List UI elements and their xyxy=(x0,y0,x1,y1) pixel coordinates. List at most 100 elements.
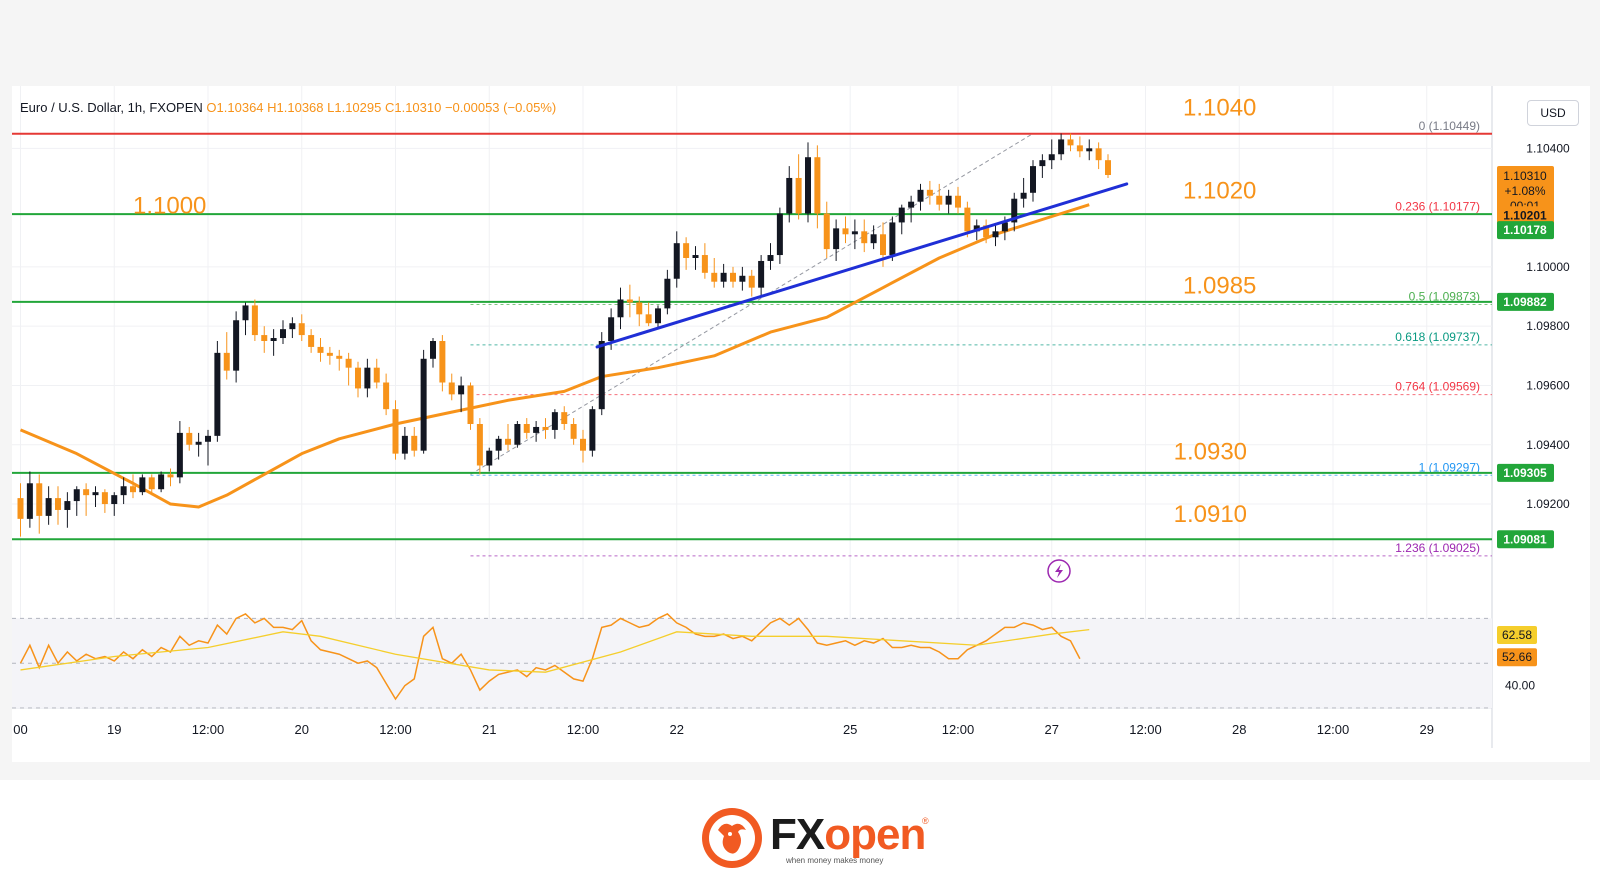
rsi-tag xyxy=(1497,648,1537,667)
time-axis-label: 12:00 xyxy=(942,722,975,737)
candle-body xyxy=(411,435,418,451)
candle-body xyxy=(636,302,643,315)
fib-level-label: 1 (1.09297) xyxy=(1419,460,1480,474)
candle-body xyxy=(1105,160,1111,175)
candle-body xyxy=(289,323,296,330)
trendline xyxy=(595,182,1129,349)
candle-body xyxy=(45,498,52,516)
candle-body xyxy=(83,489,90,496)
level-annotation: 1.0910 xyxy=(1174,501,1247,528)
candle-body xyxy=(1020,192,1027,199)
price-tag-label: 1.10178 xyxy=(1503,223,1547,237)
fib-level-label: 1.236 (1.09025) xyxy=(1395,541,1480,555)
candle-body xyxy=(251,305,258,336)
candle-body xyxy=(383,382,390,410)
candle-body xyxy=(683,243,690,258)
candle-body xyxy=(139,477,146,493)
rsi-tag-label: 62.58 xyxy=(1502,628,1532,642)
fib-level-label: 0.5 (1.09873) xyxy=(1409,290,1480,304)
current-price-label: 1.10310 xyxy=(1503,169,1547,183)
candle-body xyxy=(233,320,240,371)
candle-body xyxy=(983,225,990,238)
candle-body xyxy=(720,272,727,282)
candle-body xyxy=(955,195,961,208)
candle-body xyxy=(730,272,736,282)
logo-tagline: when money makes money xyxy=(786,856,884,865)
candle-body xyxy=(1076,145,1083,152)
candle-body xyxy=(917,189,924,202)
candle-body xyxy=(505,438,511,445)
candle-body xyxy=(176,432,183,478)
candle-body xyxy=(1030,166,1036,193)
candle-body xyxy=(926,189,933,196)
time-axis-label: 22 xyxy=(670,722,684,737)
candle-body xyxy=(1011,198,1018,223)
candle-body xyxy=(158,474,165,490)
symbol-title: Euro / U.S. Dollar, 1h, FXOPEN xyxy=(20,100,203,115)
candle-body xyxy=(317,346,324,353)
candle-body xyxy=(739,275,746,282)
rsi-signal-line xyxy=(20,628,1090,673)
candle-body xyxy=(476,424,483,466)
candle-body xyxy=(270,338,277,341)
candle-body xyxy=(551,412,558,430)
candle-body xyxy=(833,228,840,250)
candle-body xyxy=(598,341,605,410)
candle-body xyxy=(936,195,943,205)
time-axis-label: 25 xyxy=(843,722,857,737)
candle-body xyxy=(495,438,502,451)
candle-body xyxy=(195,441,202,445)
time-axis-label: 12:00 xyxy=(1129,722,1162,737)
candle-body xyxy=(786,177,793,214)
top-margin xyxy=(0,0,1600,86)
candle-body xyxy=(458,385,465,395)
logo-open: open xyxy=(824,810,926,859)
candle-body xyxy=(1001,222,1008,232)
level-annotation: 1.0985 xyxy=(1183,273,1256,300)
candle-body xyxy=(992,231,999,238)
candle-body xyxy=(355,367,361,389)
candle-body xyxy=(880,234,886,256)
candle-body xyxy=(664,278,671,309)
candle-body xyxy=(486,450,493,466)
current-price-tag xyxy=(1497,166,1554,218)
candle-body xyxy=(364,367,371,389)
candle-body xyxy=(36,483,43,516)
rsi-tag xyxy=(1497,626,1537,645)
candle-body xyxy=(805,157,811,214)
candle-body xyxy=(448,382,455,395)
candle-body xyxy=(973,225,980,232)
candle-body xyxy=(186,432,193,445)
time-axis-label: 12:00 xyxy=(192,722,225,737)
candle-body xyxy=(523,424,530,433)
time-axis-label: 00 xyxy=(13,722,27,737)
currency-badge[interactable]: USD xyxy=(1527,100,1579,126)
price-tag xyxy=(1497,292,1554,311)
candle-body xyxy=(814,157,821,214)
price-tick-label: 1.09800 xyxy=(1526,319,1570,333)
candle-body xyxy=(261,335,268,341)
candle-body xyxy=(26,483,33,519)
candle-body xyxy=(580,438,586,451)
price-tick-label: 1.10400 xyxy=(1526,141,1570,155)
candle-body xyxy=(964,207,971,232)
rsi-tag-label: 52.66 xyxy=(1502,650,1532,664)
level-annotation: 1.0930 xyxy=(1174,439,1247,466)
candle-body xyxy=(336,355,343,359)
registered-mark: ® xyxy=(922,816,929,826)
candle-body xyxy=(776,213,783,256)
logo-wordmark: FXopen xyxy=(770,810,926,860)
time-axis-label: 27 xyxy=(1045,722,1059,737)
candle-body xyxy=(467,385,474,424)
level-annotation: 1.1020 xyxy=(1183,178,1256,205)
time-axis-label: 19 xyxy=(107,722,121,737)
candle-body xyxy=(64,501,71,510)
price-tag-label: 1.09081 xyxy=(1503,532,1547,546)
fib-level-label: 0.618 (1.09737) xyxy=(1395,330,1480,344)
candle-body xyxy=(655,308,661,324)
price-tick-label: 1.10000 xyxy=(1526,260,1570,274)
price-tag xyxy=(1497,463,1554,482)
candle-body xyxy=(345,358,352,368)
candle-body xyxy=(542,426,549,430)
